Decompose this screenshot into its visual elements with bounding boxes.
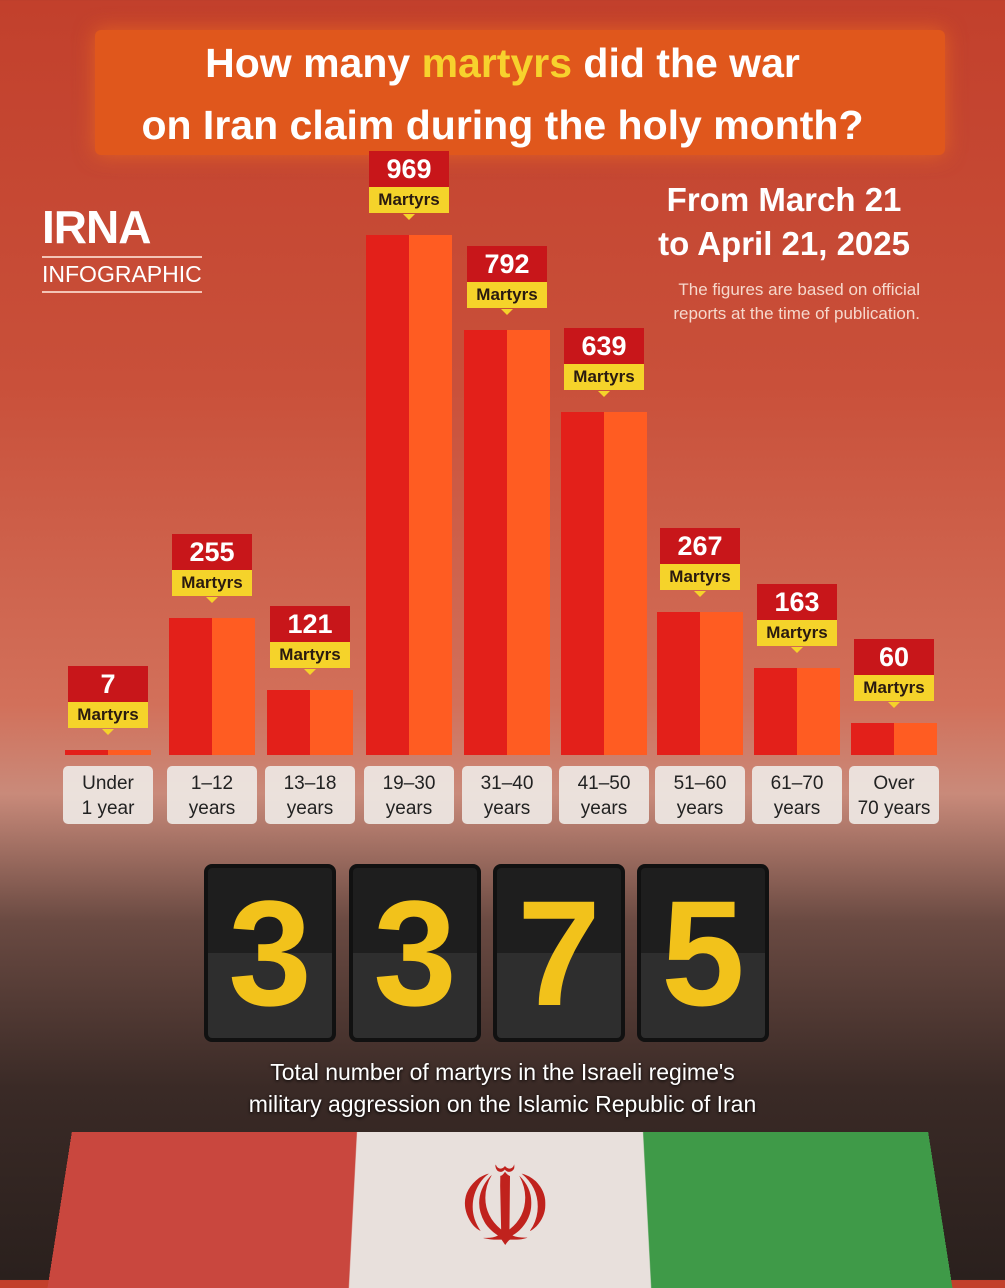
title-line-2: on Iran claim during the holy month? — [141, 102, 864, 148]
data-label-unit: Martyrs — [270, 642, 350, 676]
data-label-unit: Martyrs — [68, 702, 148, 735]
category-label: 19–30 years — [364, 766, 454, 824]
data-label-value: 7 — [68, 666, 148, 702]
data-label-value: 163 — [757, 583, 837, 620]
logo-subtitle: INFOGRAPHIC — [42, 258, 202, 293]
category-label: 41–50 years — [559, 766, 649, 824]
data-label-value: 121 — [270, 606, 350, 643]
category-label: 13–18 years — [265, 766, 355, 824]
data-label-value: 792 — [467, 245, 547, 282]
page-title: How many martyrs did the war on Iran cla… — [0, 32, 1005, 156]
category-label: Under 1 year — [63, 766, 153, 824]
bar — [169, 618, 255, 755]
data-label-value: 60 — [854, 638, 934, 675]
data-label-unit: Martyrs — [660, 563, 740, 597]
counter-digit: 3 — [204, 864, 336, 1042]
data-label-unit: Martyrs — [854, 674, 934, 708]
total-caption: Total number of martyrs in the Israeli r… — [0, 1056, 1005, 1120]
bar — [754, 667, 840, 755]
title-part-1: How many — [205, 40, 422, 86]
bar — [65, 750, 151, 755]
data-label-unit: Martyrs — [369, 187, 449, 220]
bar — [561, 412, 647, 755]
source-note: The figures are based on official report… — [673, 280, 920, 323]
category-label: 61–70 years — [752, 766, 842, 824]
flag-emblem-icon: ☫ — [455, 1146, 555, 1269]
category-label: 51–60 years — [655, 766, 745, 824]
date-line-1: From March 21 — [666, 181, 902, 218]
title-highlight: martyrs — [421, 40, 573, 86]
data-label-unit: Martyrs — [564, 364, 644, 398]
irna-logo: IRNA INFOGRAPHIC — [42, 200, 202, 293]
date-line-2: to April 21, 2025 — [658, 225, 910, 262]
counter-digit: 5 — [637, 864, 769, 1042]
counter-digit: 7 — [493, 864, 625, 1042]
title-banner — [95, 30, 945, 155]
bar — [851, 722, 937, 755]
category-label: 1–12 years — [167, 766, 257, 824]
logo-brand: IRNA — [42, 200, 202, 258]
counter-digit: 3 — [349, 864, 481, 1042]
bar — [267, 690, 353, 755]
data-label-unit: Martyrs — [757, 619, 837, 653]
data-label-value: 255 — [172, 534, 252, 571]
bar — [657, 611, 743, 755]
title-part-2: did the war — [572, 40, 800, 86]
data-label-unit: Martyrs — [172, 570, 252, 604]
data-label-value: 639 — [564, 328, 644, 365]
category-label: Over 70 years — [849, 766, 939, 824]
bar — [464, 329, 550, 755]
date-range: From March 21 to April 21, 2025 — [658, 178, 910, 266]
data-label-value: 267 — [660, 527, 740, 564]
data-label-value: 969 — [369, 151, 449, 187]
caption-line-2: military aggression on the Islamic Repub… — [248, 1091, 757, 1117]
data-label-unit: Martyrs — [467, 281, 547, 315]
bar — [366, 235, 452, 755]
caption-line-1: Total number of martyrs in the Israeli r… — [270, 1059, 735, 1085]
category-label: 31–40 years — [462, 766, 552, 824]
